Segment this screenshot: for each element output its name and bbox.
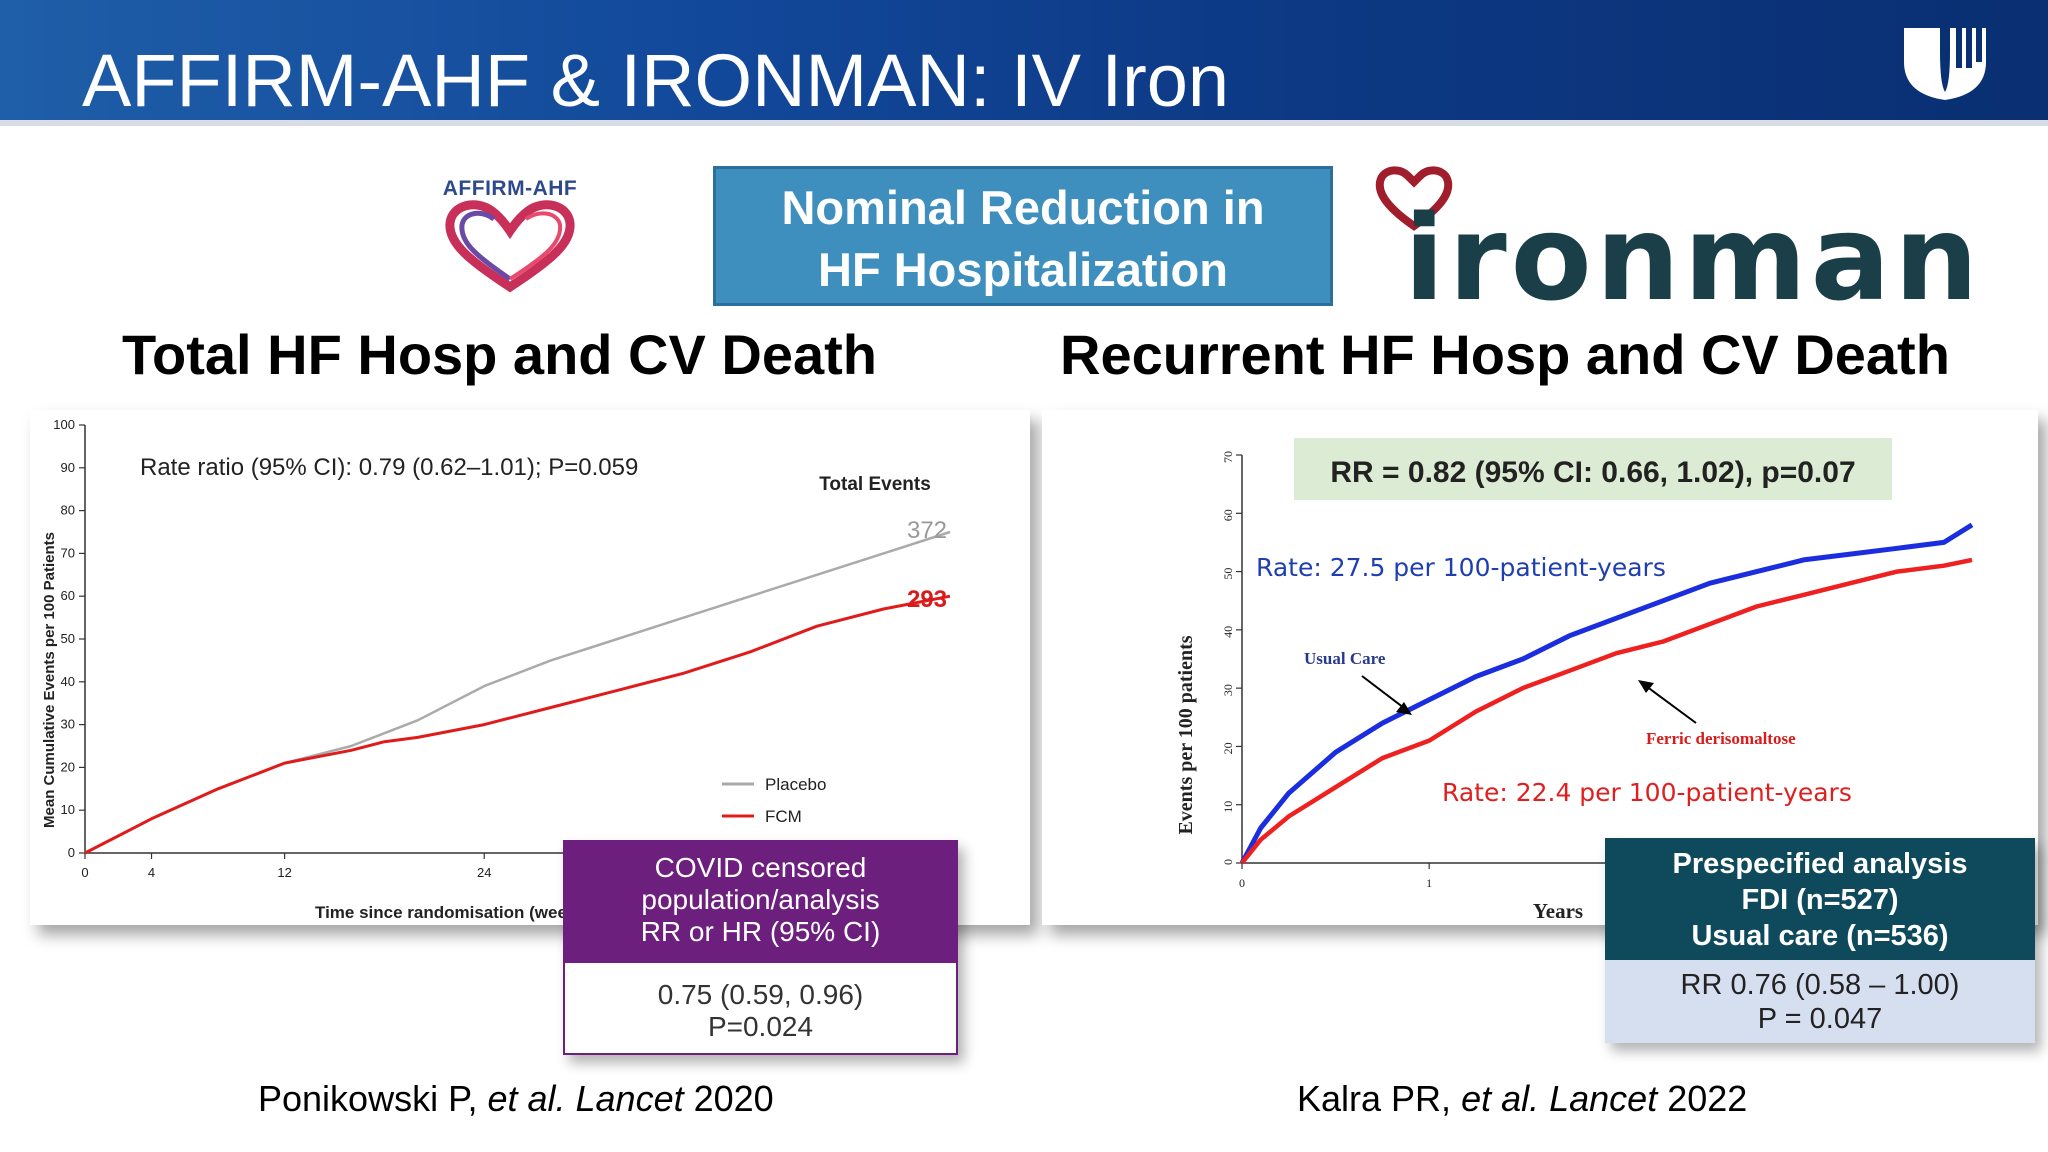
left-y-tick-label: 80: [61, 503, 75, 518]
left-y-tick-label: 0: [68, 845, 75, 860]
right-y-tick-label: 30: [1221, 684, 1235, 696]
nominal-reduction-callout: Nominal Reduction in HF Hospitalization: [713, 166, 1333, 306]
right-y-tick-label: 60: [1221, 509, 1235, 521]
covid-censored-box: COVID censored population/analysis RR or…: [563, 840, 958, 1055]
callout-line-2: HF Hospitalization: [818, 243, 1228, 296]
left-legend: Placebo FCM: [722, 775, 826, 826]
left-y-tick-label: 20: [61, 759, 75, 774]
fcm-legend-label: FCM: [765, 807, 802, 826]
right-x-tick-label: 0: [1239, 876, 1245, 890]
covid-value-1: 0.75 (0.59, 0.96): [657, 979, 864, 1010]
left-y-tick-label: 90: [61, 460, 75, 475]
left-y-tick-label: 70: [61, 545, 75, 560]
right-x-tick-label: 1: [1426, 876, 1432, 890]
fdi-arrow-head: [1638, 680, 1654, 693]
right-y-tick-label: 70: [1221, 451, 1235, 463]
right-y-axis-label: Events per 100 patients: [1175, 635, 1197, 834]
university-logo-icon: [1904, 28, 1986, 100]
usual-care-arrow-shaft: [1361, 675, 1405, 709]
left-x-tick-label: 12: [277, 865, 291, 880]
ironman-chart-frame: RR = 0.82 (95% CI: 0.66, 1.02), p=0.07 0…: [1042, 410, 2038, 925]
left-citation: Ponikowski P, et al. Lancet 2020: [258, 1078, 774, 1120]
covid-value-2: P=0.024: [707, 1011, 814, 1042]
left-chart-lines: [84, 530, 951, 855]
right-y-tick-label: 10: [1221, 801, 1235, 813]
right-citation: Kalra PR, et al. Lancet 2022: [1297, 1078, 1747, 1120]
placebo-total-events: 372: [907, 517, 947, 544]
left-citation-authors: Ponikowski P,: [258, 1078, 488, 1119]
ferric-derisomaltose-line: [1240, 557, 1973, 865]
left-x-axis-label: Time since randomisation (wee: [315, 903, 567, 922]
left-y-tick-label: 10: [61, 802, 75, 817]
rr-annotation-background: [1294, 438, 1892, 500]
fdi-arrow-shaft: [1645, 685, 1697, 724]
left-panel-title: Total HF Hosp and CV Death: [122, 323, 877, 386]
fcm-line: [84, 594, 951, 855]
title-bar: AFFIRM-AHF & IRONMAN: IV Iron: [0, 0, 2048, 122]
left-y-tick-label: 40: [61, 674, 75, 689]
heart-icon: [445, 200, 575, 293]
heart-outline-icon: [1375, 166, 1453, 231]
right-citation-authors: Kalra PR,: [1297, 1078, 1462, 1119]
covid-line-3: RR or HR (95% CI): [640, 916, 881, 947]
prespecified-line-1: Prespecified analysis: [1672, 848, 1968, 880]
affirm-chart: 0 10 20 30 40 50 60 70 80 90 100 0 4 12 24 Mean Cumula…: [41, 417, 951, 922]
usual-care-rate-label: Rate: 27.5 per 100-patient-years: [1256, 553, 1666, 582]
left-x-tick-label: 0: [81, 865, 88, 880]
right-x-axis-label: Years: [1533, 899, 1583, 923]
ironman-chart: RR = 0.82 (95% CI: 0.66, 1.02), p=0.07 0…: [1175, 438, 1974, 923]
left-citation-year: 2020: [683, 1078, 774, 1119]
right-citation-year: 2022: [1657, 1078, 1748, 1119]
prespecified-analysis-box: Prespecified analysis FDI (n=527) Usual …: [1605, 838, 2035, 1043]
affirm-chart-frame: 0 10 20 30 40 50 60 70 80 90 100 0 4 12 24 Mean Cumula…: [30, 410, 1030, 925]
usual-care-arrow-head: [1396, 702, 1412, 715]
left-y-axis-label: Mean Cumulative Events per 100 Patients: [41, 532, 58, 828]
prespecified-box-header: Prespecified analysis FDI (n=527) Usual …: [1605, 838, 2035, 960]
right-y-tick-label: 40: [1221, 626, 1235, 638]
right-y-tick-label: 0: [1221, 859, 1235, 865]
fdi-rate-label: Rate: 22.4 per 100-patient-years: [1442, 778, 1852, 807]
right-citation-journal: et al. Lancet: [1461, 1078, 1658, 1119]
left-x-tick-label: 4: [148, 865, 155, 880]
covid-box-header: COVID censored population/analysis RR or…: [563, 840, 958, 963]
left-y-tick-label: 50: [61, 631, 75, 646]
right-y-tick-label: 50: [1221, 568, 1235, 580]
header-divider: [0, 120, 2048, 126]
right-chart-lines: [1239, 522, 1974, 865]
prespecified-line-2: FDI (n=527): [1741, 884, 1899, 916]
covid-line-2: population/analysis: [641, 884, 880, 915]
right-panel-title: Recurrent HF Hosp and CV Death: [1060, 323, 1950, 386]
callout-line-1: Nominal Reduction in: [781, 181, 1265, 234]
left-citation-journal: et al. Lancet: [487, 1078, 684, 1119]
left-y-tick-label: 60: [61, 588, 75, 603]
affirm-ahf-logo: AFFIRM-AHF: [420, 165, 600, 295]
right-y-tick-label: 20: [1221, 742, 1235, 754]
ironman-logo: ironman: [1370, 160, 1978, 318]
placebo-legend-label: Placebo: [765, 775, 826, 794]
left-rate-ratio-annotation: Rate ratio (95% CI): 0.79 (0.62–1.01); P…: [140, 454, 638, 481]
left-y-tick-label: 30: [61, 717, 75, 732]
ironman-logo-text: ironman: [1404, 189, 1983, 327]
left-chart-axes: 0 10 20 30 40 50 60 70 80 90 100 0 4 12 24: [53, 417, 950, 880]
prespecified-value-1: RR 0.76 (0.58 – 1.00): [1680, 969, 1960, 1001]
placebo-line: [84, 530, 951, 855]
usual-care-line: [1239, 522, 1974, 865]
right-rr-annotation: RR = 0.82 (95% CI: 0.66, 1.02), p=0.07: [1330, 456, 1855, 489]
slide-title: AFFIRM-AHF & IRONMAN: IV Iron: [82, 39, 1230, 122]
prespecified-line-3: Usual care (n=536): [1691, 920, 1949, 952]
total-events-label: Total Events: [819, 474, 931, 495]
prespecified-box-values: RR 0.76 (0.58 – 1.00) P = 0.047: [1605, 960, 2035, 1043]
prespecified-value-2: P = 0.047: [1757, 1003, 1883, 1035]
left-y-tick-label: 100: [53, 417, 75, 432]
right-chart-axes: 010203040506070012: [1221, 451, 1972, 890]
left-x-tick-label: 24: [477, 865, 491, 880]
covid-box-values: 0.75 (0.59, 0.96) P=0.024: [563, 963, 958, 1055]
fdi-series-label: Ferric derisomaltose: [1646, 729, 1796, 748]
covid-line-1: COVID censored: [654, 852, 867, 883]
fcm-total-events: 293: [907, 586, 947, 613]
affirm-logo-text: AFFIRM-AHF: [442, 177, 578, 200]
usual-care-series-label: Usual Care: [1304, 649, 1386, 668]
